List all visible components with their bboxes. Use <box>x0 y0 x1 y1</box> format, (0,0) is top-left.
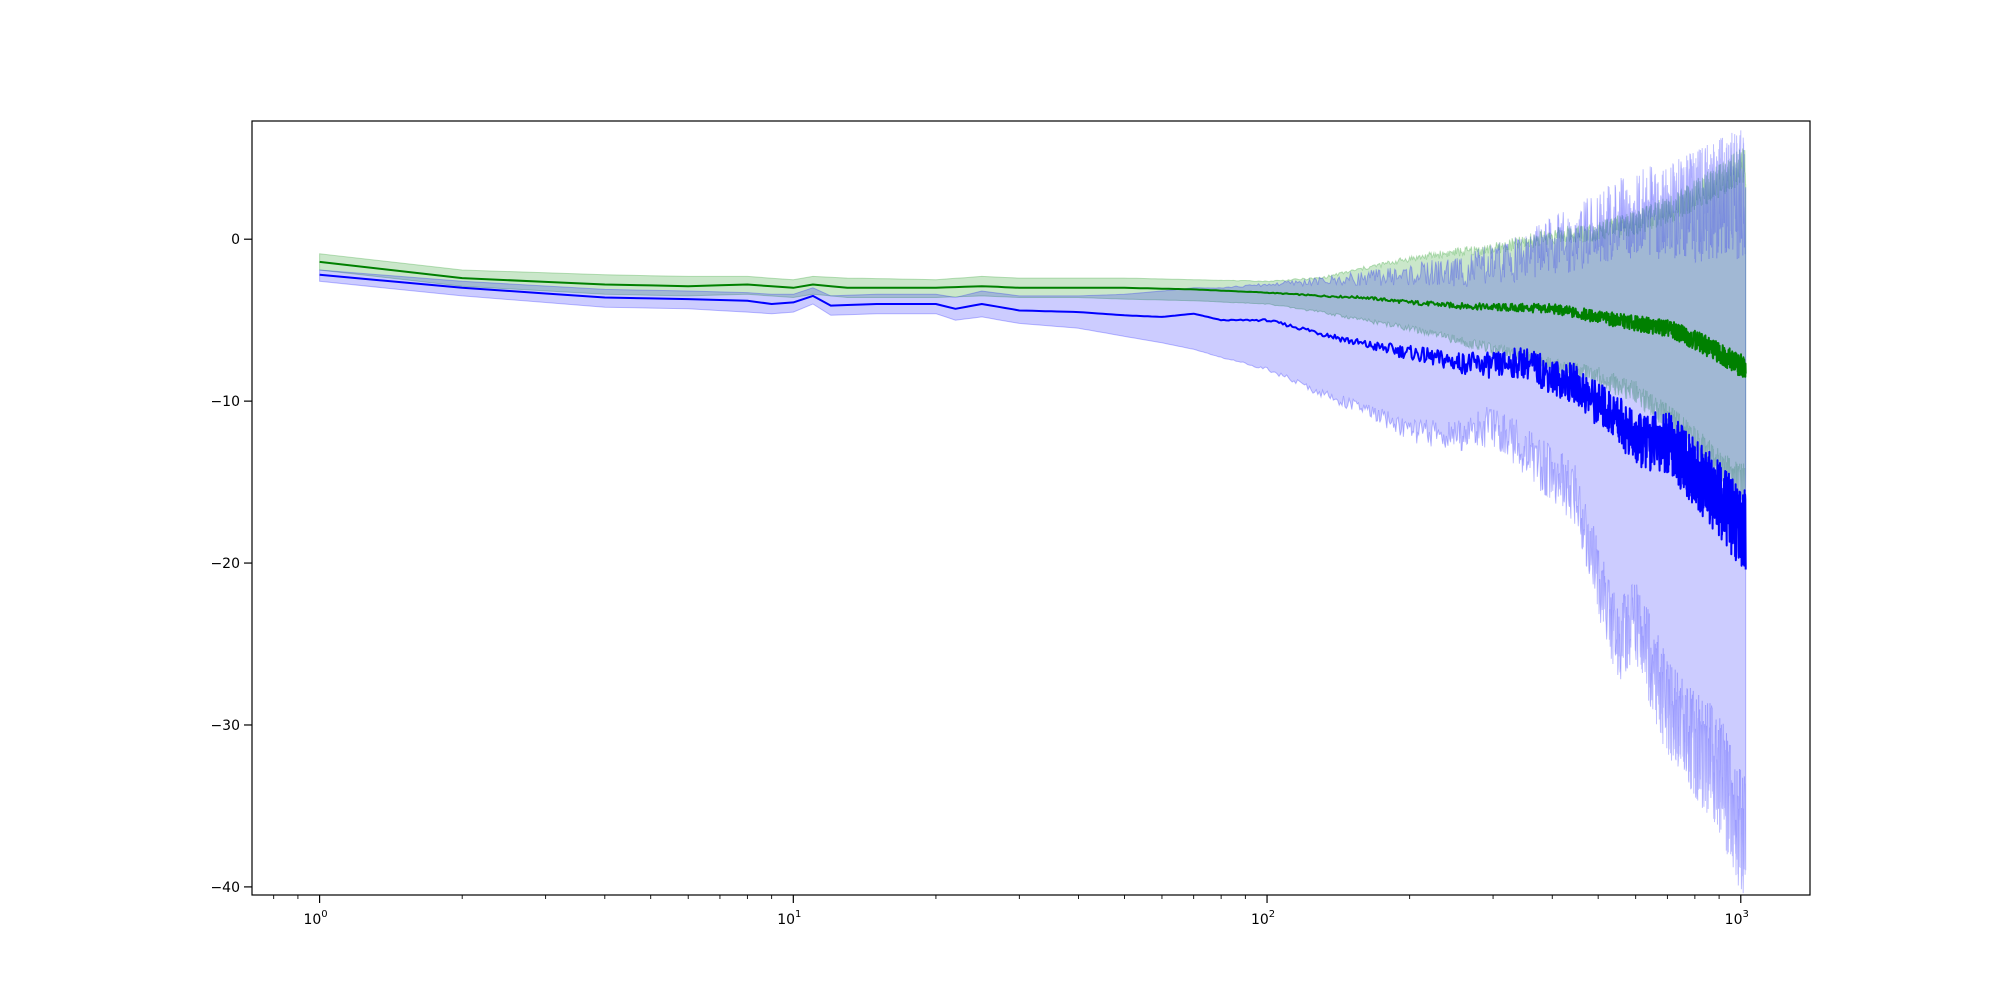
y-tick-label: −10 <box>210 394 240 410</box>
x-tick-label: 100 <box>303 909 327 928</box>
series-lines <box>319 260 1747 570</box>
x-tick-label: 102 <box>1251 909 1275 928</box>
plot-frame <box>251 120 1811 896</box>
x-tick-label: 103 <box>1725 909 1749 928</box>
series-line-green <box>319 260 1747 378</box>
y-tick-label: 0 <box>231 232 240 248</box>
band-blue <box>319 130 1747 894</box>
x-axis: 100 101 102 103 <box>273 895 1749 928</box>
x-tick-label: 101 <box>777 909 801 928</box>
y-tick-label: −20 <box>210 556 240 572</box>
y-axis: 0 −10 −20 −30 −40 <box>210 232 252 896</box>
confidence-bands <box>319 130 1747 894</box>
y-tick-label: −40 <box>210 880 240 896</box>
y-tick-label: −30 <box>210 718 240 734</box>
series-line-blue <box>319 273 1747 570</box>
